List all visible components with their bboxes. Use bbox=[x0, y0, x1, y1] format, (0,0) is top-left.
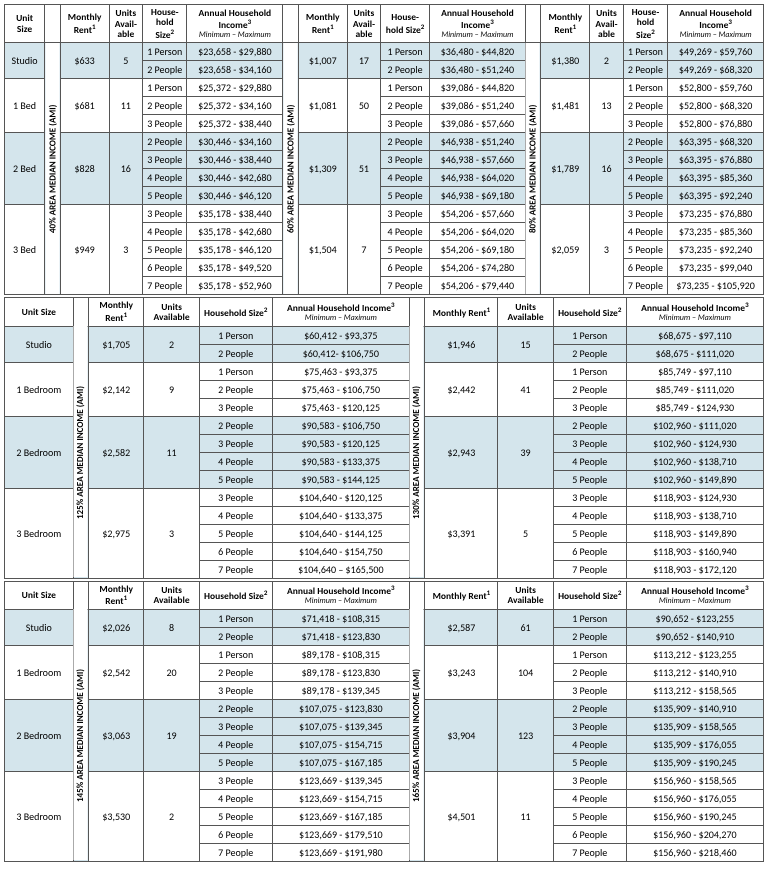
row-2bed-1: 2 Bed $82816 2 People$30,446 - $34,160 $… bbox=[5, 133, 764, 151]
ami40-label: 40% AREA MEDIAN INCOME (AMI) bbox=[45, 43, 61, 295]
header-row: Unit Size Monthly Rent1 Units Available … bbox=[5, 581, 764, 609]
h-ahi: Annual Household Income3Minimum – Maximu… bbox=[187, 5, 283, 43]
ami-125-130-section: Unit Size Monthly Rent1 Units Available … bbox=[4, 297, 764, 578]
h-rent: Monthly Rent1 bbox=[60, 5, 109, 43]
ami-145-165-section: Unit Size Monthly Rent1 Units Available … bbox=[4, 581, 764, 862]
ami80-label: 80% AREA MEDIAN INCOME (AMI) bbox=[525, 43, 541, 295]
h-unitsize: Unit Size bbox=[5, 5, 45, 43]
h-units: Units Avail-able bbox=[109, 5, 142, 43]
ami-top-section: Unit Size Monthly Rent1 Units Avail-able… bbox=[4, 4, 764, 295]
h-hhsize: House-hold Size2 bbox=[142, 5, 187, 43]
header-row: Unit Size Monthly Rent1 Units Available … bbox=[5, 298, 764, 326]
ami60-label: 60% AREA MEDIAN INCOME (AMI) bbox=[283, 43, 299, 295]
header-row: Unit Size Monthly Rent1 Units Avail-able… bbox=[5, 5, 764, 43]
ami-125-130-table: Unit Size Monthly Rent1 Units Available … bbox=[4, 297, 764, 578]
row-3bed-1: 3 Bed $9493 3 People$35,178 - $38,440 $1… bbox=[5, 205, 764, 223]
row-1bed-1: 1 Bed $68111 1 Person$25,372 - $29,880 $… bbox=[5, 79, 764, 97]
ami-40-60-80-table: Unit Size Monthly Rent1 Units Avail-able… bbox=[4, 4, 764, 295]
ami-145-165-table: Unit Size Monthly Rent1 Units Available … bbox=[4, 581, 764, 862]
unit-studio: Studio bbox=[5, 43, 45, 79]
row-studio-1: Studio 40% AREA MEDIAN INCOME (AMI) $633… bbox=[5, 43, 764, 61]
